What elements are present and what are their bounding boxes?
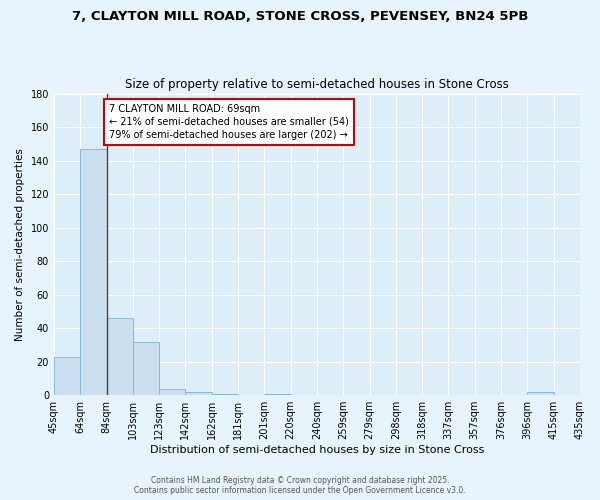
Bar (265, 394, 290, 395)
Y-axis label: Number of semi-detached properties: Number of semi-detached properties (15, 148, 25, 341)
Text: 7 CLAYTON MILL ROAD: 69sqm
← 21% of semi-detached houses are smaller (54)
79% of: 7 CLAYTON MILL ROAD: 69sqm ← 21% of semi… (109, 104, 349, 140)
X-axis label: Distribution of semi-detached houses by size in Stone Cross: Distribution of semi-detached houses by … (150, 445, 484, 455)
Bar (107, 318, 133, 395)
Bar (54, 356, 80, 395)
Bar (133, 342, 159, 395)
Title: Size of property relative to semi-detached houses in Stone Cross: Size of property relative to semi-detach… (125, 78, 509, 91)
Bar (212, 394, 238, 395)
Bar (185, 392, 212, 395)
Text: Contains HM Land Registry data © Crown copyright and database right 2025.
Contai: Contains HM Land Registry data © Crown c… (134, 476, 466, 495)
Bar (80, 149, 107, 395)
Bar (159, 388, 185, 395)
Bar (527, 392, 554, 395)
Text: 7, CLAYTON MILL ROAD, STONE CROSS, PEVENSEY, BN24 5PB: 7, CLAYTON MILL ROAD, STONE CROSS, PEVEN… (72, 10, 528, 23)
